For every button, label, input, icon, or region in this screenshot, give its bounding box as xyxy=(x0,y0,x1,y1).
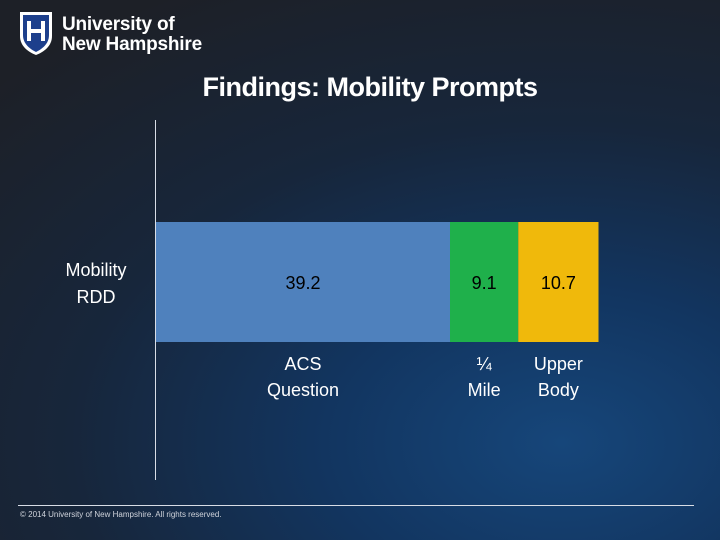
data-label-acs-question: 39.2 xyxy=(285,273,320,293)
slide-title: Findings: Mobility Prompts xyxy=(202,72,538,102)
logo-text-line2: New Hampshire xyxy=(62,34,202,55)
bar-segment-acs-question xyxy=(156,222,450,342)
unh-logo: University of New Hampshire xyxy=(18,10,202,58)
data-label-upper-body: 10.7 xyxy=(541,273,576,293)
logo-text-line1: University of xyxy=(62,14,175,35)
bar-segment-mile xyxy=(450,222,519,342)
series-label-upper-body: Upper Body xyxy=(534,354,583,400)
series-label-mile: ¼ Mile xyxy=(468,354,501,400)
unh-shield-icon xyxy=(20,12,52,55)
data-label-mile: 9.1 xyxy=(472,273,497,293)
bar-segment-upper-body xyxy=(518,222,599,342)
category-axis-line xyxy=(155,120,156,480)
copyright-text: © 2014 University of New Hampshire. All … xyxy=(20,510,222,519)
series-label-acs-question: ACS Question xyxy=(267,354,339,400)
footer-rule xyxy=(18,505,694,506)
category-label: Mobility RDD xyxy=(65,260,126,307)
